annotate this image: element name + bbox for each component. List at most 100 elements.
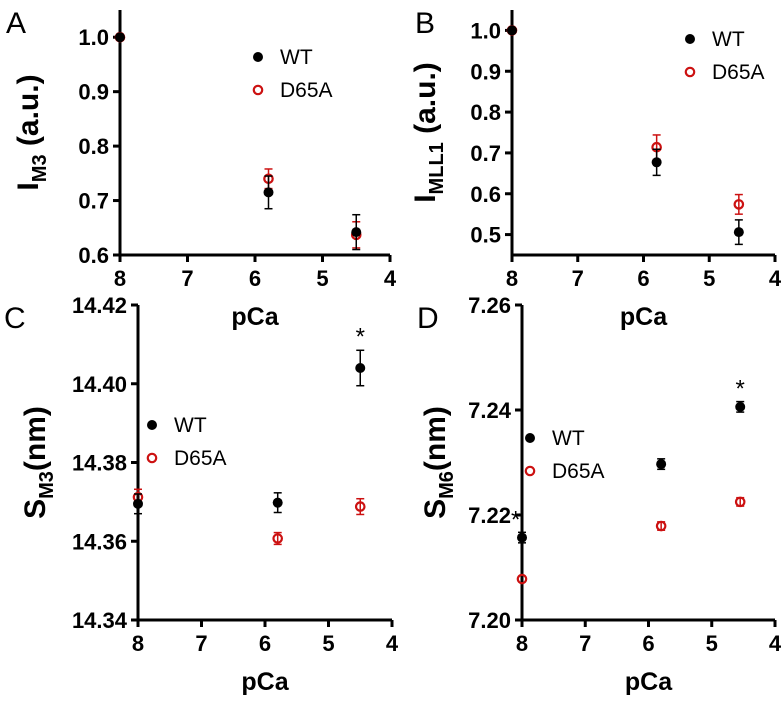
x-tick-label: 5 — [706, 631, 718, 656]
y-axis-title-suffix: (nm) — [19, 406, 52, 471]
x-tick-label: 8 — [506, 266, 518, 291]
panel-d: D 7.20 7.22 7.24 7.26 8 7 6 5 4 pCa SM6(nm) * * WT D65A — [417, 293, 782, 696]
y-axis-title-main: I — [409, 194, 442, 202]
x-tick-label: 7 — [572, 266, 584, 291]
y-axis-title-suffix: (a.u.) — [409, 62, 442, 142]
legend-label: D65A — [552, 460, 605, 483]
x-tick-label: 8 — [114, 266, 126, 291]
y-tick-label: 0.5 — [470, 223, 501, 248]
legend-label: WT — [712, 28, 745, 51]
y-tick-label: 7.24 — [468, 398, 512, 423]
y-tick-label: 7.22 — [468, 503, 511, 528]
y-tick-label: 14.42 — [72, 293, 127, 318]
x-tick-label: 6 — [249, 266, 261, 291]
x-axis-title: pCa — [241, 668, 289, 696]
y-tick-label: 0.9 — [470, 59, 501, 84]
data-point-wt — [517, 532, 527, 543]
data-point-d65a — [516, 573, 528, 585]
series-d65a — [516, 496, 746, 585]
x-tick-label: 5 — [316, 266, 328, 291]
legend-label: WT — [280, 46, 313, 69]
y-tick-label: 0.8 — [470, 100, 501, 125]
significance-star: * — [356, 324, 365, 351]
legend: WT D65A — [684, 28, 765, 84]
y-axis-title: SM3(nm) — [19, 406, 58, 519]
series-wt — [507, 25, 744, 246]
series-d65a — [114, 31, 362, 249]
y-axis-title: SM6(nm) — [419, 406, 458, 519]
data-point-d65a — [272, 533, 283, 544]
panel-letter: C — [4, 302, 26, 335]
data-point-wt — [355, 363, 366, 373]
data-point-wt — [735, 401, 746, 412]
x-tick-label: 4 — [769, 631, 782, 656]
y-axis-title-main: S — [19, 499, 52, 519]
data-point-wt — [656, 459, 667, 470]
significance-star: * — [511, 507, 520, 534]
x-tick-label: 6 — [259, 631, 271, 656]
legend-marker-wt — [685, 34, 695, 44]
series-d65a — [132, 488, 366, 546]
series-wt — [133, 349, 366, 515]
panel-a: A 0.6 0.7 0.8 0.9 1.0 8 7 6 5 4 pCa IM3 (a.u.) WT D65A — [6, 7, 397, 331]
significance-star: * — [736, 375, 745, 402]
y-tick-label: 0.8 — [78, 134, 109, 159]
y-tick-label: 7.20 — [468, 608, 511, 633]
y-axis-title: IM3 (a.u.) — [12, 74, 51, 190]
legend-marker-d65a — [146, 452, 158, 464]
x-tick-label: 8 — [132, 631, 144, 656]
y-axis-title-main: S — [419, 499, 452, 519]
x-tick-label: 8 — [516, 631, 528, 656]
legend-marker-d65a — [684, 66, 696, 78]
legend-label: WT — [174, 414, 207, 437]
y-tick-label: 7.26 — [468, 293, 511, 318]
y-axis-title-sub: M3 — [36, 471, 58, 499]
data-point-wt — [651, 157, 662, 168]
x-tick-label: 4 — [769, 266, 782, 291]
legend-label: D65A — [174, 447, 227, 470]
series-d65a — [506, 25, 745, 215]
x-axis-title: pCa — [625, 668, 673, 696]
series-wt — [115, 32, 362, 251]
y-tick-label: 0.6 — [470, 182, 501, 207]
y-axis-title-sub: M6 — [436, 471, 458, 499]
data-point-d65a — [655, 520, 667, 532]
panel-letter: A — [6, 7, 26, 40]
y-tick-label: 1.0 — [78, 25, 109, 50]
data-point-wt — [115, 32, 125, 43]
series-wt — [517, 400, 746, 544]
data-point-wt — [263, 187, 274, 198]
x-tick-label: 7 — [579, 631, 591, 656]
legend-marker-d65a — [252, 84, 264, 96]
data-point-wt — [133, 498, 143, 509]
panel-b: B 0.5 0.6 0.7 0.8 0.9 1.0 8 7 6 5 4 pCa IMLL1 (a.u.) W… — [409, 7, 782, 331]
legend-label: D65A — [712, 61, 765, 84]
y-tick-label: 0.9 — [78, 80, 109, 105]
y-axis-title: IMLL1 (a.u.) — [409, 62, 448, 203]
panel-c: C 14.34 14.36 14.38 14.40 14.42 8 7 6 5 4 pCa SM3(nm… — [4, 293, 399, 696]
x-tick-label: 7 — [195, 631, 207, 656]
y-tick-label: 14.36 — [72, 529, 127, 554]
y-tick-label: 0.7 — [470, 141, 501, 166]
y-tick-label: 1.0 — [470, 18, 501, 43]
x-tick-label: 4 — [386, 631, 399, 656]
y-tick-label: 0.7 — [78, 189, 109, 214]
x-tick-label: 7 — [181, 266, 193, 291]
legend-marker-wt — [525, 433, 535, 443]
y-tick-label: 14.38 — [72, 451, 127, 476]
legend-label: WT — [552, 427, 585, 450]
legend-marker-d65a — [524, 465, 536, 477]
y-axis-title-suffix: (nm) — [419, 406, 452, 471]
y-tick-label: 14.34 — [72, 608, 128, 633]
x-tick-label: 5 — [322, 631, 334, 656]
y-axis-title-main: I — [12, 182, 45, 190]
y-axis-title-sub: M3 — [29, 154, 51, 182]
data-point-d65a — [354, 501, 366, 512]
x-axis-title: pCa — [231, 303, 279, 331]
data-point-wt — [351, 227, 362, 238]
data-point-wt — [507, 25, 517, 36]
legend: WT D65A — [252, 46, 333, 102]
data-point-wt — [272, 497, 283, 508]
x-tick-label: 5 — [703, 266, 715, 291]
